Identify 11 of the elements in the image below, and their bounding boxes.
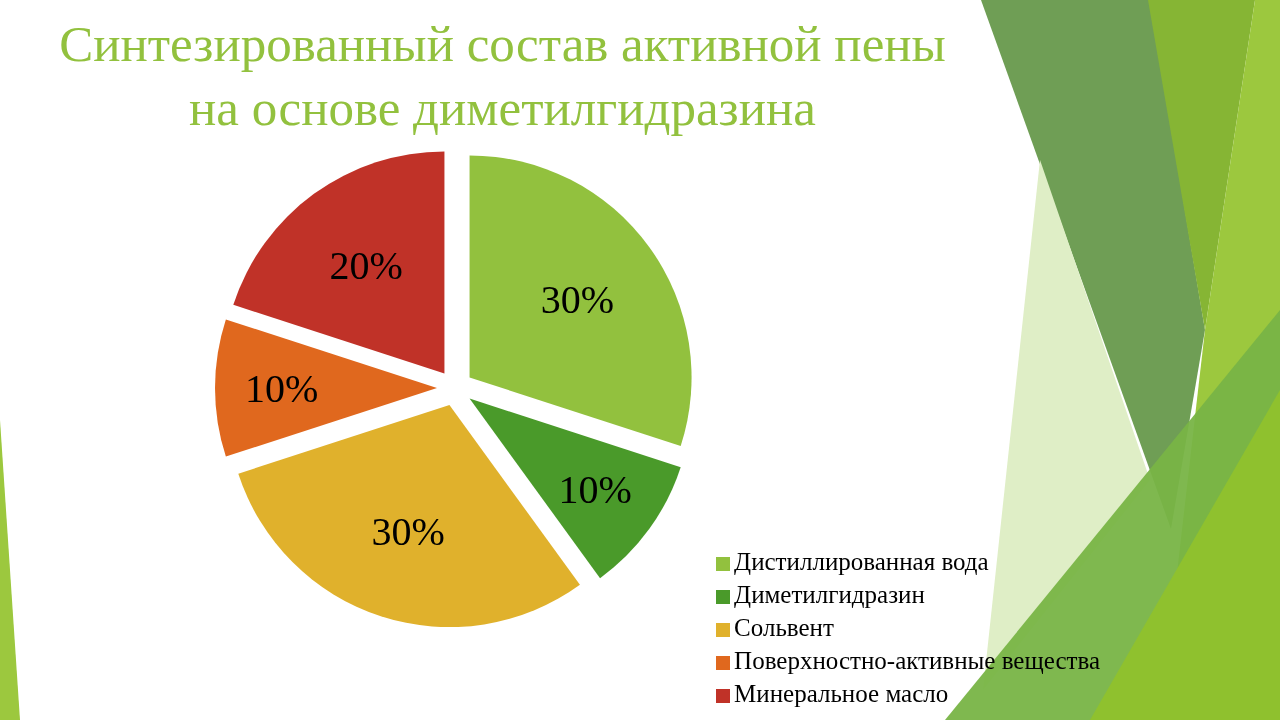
legend-label: Минеральное масло: [734, 680, 949, 707]
data-label: 10%: [558, 467, 632, 513]
legend-label: Диметилгидразин: [734, 581, 925, 608]
legend-label: Дистиллированная вода: [734, 548, 989, 575]
data-label: 10%: [244, 365, 319, 411]
data-label: 30%: [371, 509, 445, 555]
data-label: 20%: [329, 243, 403, 289]
chart-title: Синтезированный состав активной пены на основе диметилгидразина: [58, 15, 947, 138]
legend-label: Сольвент: [734, 614, 834, 641]
data-label: 30%: [540, 276, 614, 322]
legend-label: Поверхностно-активные вещества: [734, 647, 1100, 674]
